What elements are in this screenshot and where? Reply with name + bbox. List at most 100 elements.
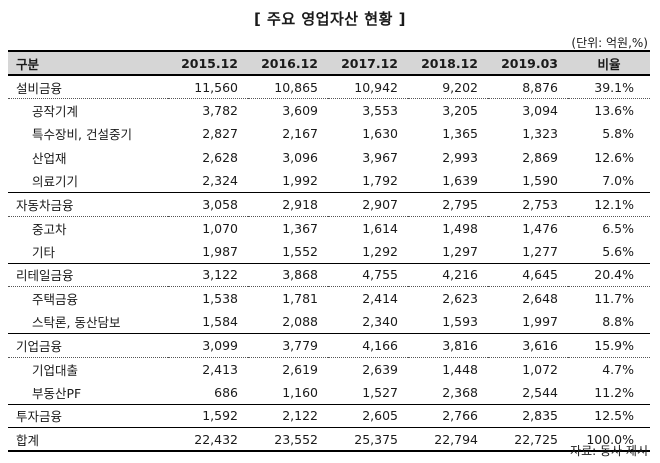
cell: 1,365 [442, 126, 478, 142]
row-label: 주택금융 [32, 292, 79, 307]
cell: 1,323 [522, 126, 558, 142]
cell: 1,538 [202, 291, 238, 306]
table-row: 기업금융 3,099 3,779 4,166 3,816 3,616 15.9% [8, 333, 650, 358]
cell: 2,835 [488, 404, 568, 428]
ratio-cell: 6.5% [602, 220, 634, 236]
table-row: 특수장비, 건설중기 2,827 2,167 1,630 1,365 1,323… [8, 122, 650, 146]
cell: 2,414 [362, 291, 398, 306]
row-label: 의료기기 [8, 169, 168, 193]
cell: 1,160 [248, 380, 328, 405]
row-label: 특수장비, 건설중기 [32, 127, 132, 143]
row-label: 기업대출 [32, 362, 79, 378]
cell: 8,876 [488, 75, 568, 99]
cell: 3,096 [282, 149, 318, 165]
table-row: 부동산PF 686 1,160 1,527 2,368 2,544 11.2% [8, 380, 650, 405]
ratio-cell: 11.2% [568, 380, 650, 405]
cell: 1,552 [248, 239, 328, 264]
ratio-cell: 8.8% [568, 310, 650, 334]
cell: 1,781 [282, 291, 318, 306]
table-row: 투자금융 1,592 2,122 2,605 2,766 2,835 12.5% [8, 404, 650, 428]
table-row: 주택금융 1,538 1,781 2,414 2,623 2,648 11.7% [8, 287, 650, 311]
table-row: 자동차금융 3,058 2,918 2,907 2,795 2,753 12.1… [8, 192, 650, 217]
cell: 4,755 [328, 263, 408, 287]
cell: 1,367 [282, 220, 318, 236]
cell: 3,779 [248, 333, 328, 358]
cell: 11,560 [168, 75, 248, 99]
cell: 4,216 [408, 263, 488, 287]
ratio-cell: 11.7% [594, 291, 634, 306]
header-row: 구분 2015.12 2016.12 2017.12 2018.12 2019.… [8, 50, 650, 76]
cell: 1,476 [522, 220, 558, 236]
cell: 3,205 [442, 103, 478, 118]
cell: 4,645 [488, 263, 568, 287]
header-2018-12: 2018.12 [408, 50, 488, 76]
header-2015-12: 2015.12 [168, 50, 248, 76]
cell: 2,122 [248, 404, 328, 428]
table-row: 의료기기 2,324 1,992 1,792 1,639 1,590 7.0% [8, 169, 650, 193]
cell: 1,639 [408, 169, 488, 193]
cell: 2,413 [202, 361, 238, 377]
table-row: 중고차 1,070 1,367 1,614 1,498 1,476 6.5% [8, 216, 650, 240]
row-label: 자동차금융 [8, 192, 168, 217]
cell: 1,590 [488, 169, 568, 193]
cell: 1,987 [168, 239, 248, 264]
row-label: 스탁론, 동산담보 [8, 310, 168, 334]
cell: 1,297 [408, 239, 488, 264]
cell: 2,340 [328, 310, 408, 334]
row-label: 기업금융 [8, 333, 168, 358]
cell: 1,292 [328, 239, 408, 264]
cell: 1,593 [408, 310, 488, 334]
ratio-cell: 20.4% [568, 263, 650, 287]
cell: 2,918 [248, 192, 328, 217]
table-row: 기업대출 2,413 2,619 2,639 1,448 1,072 4.7% [8, 357, 650, 381]
cell: 2,088 [248, 310, 328, 334]
cell: 25,375 [328, 427, 408, 452]
cell: 3,616 [488, 333, 568, 358]
cell: 2,907 [328, 192, 408, 217]
cell: 22,432 [168, 427, 248, 452]
cell: 2,766 [408, 404, 488, 428]
cell: 3,868 [248, 263, 328, 287]
row-label: 합계 [8, 427, 168, 452]
ratio-cell: 12.6% [594, 149, 634, 165]
ratio-cell: 12.5% [568, 404, 650, 428]
cell: 1,448 [442, 361, 478, 377]
table-row: 스탁론, 동산담보 1,584 2,088 2,340 1,593 1,997 … [8, 310, 650, 334]
table-title: [ 주요 영업자산 현황 ] [253, 10, 406, 28]
row-label: 투자금융 [8, 404, 168, 428]
ratio-cell: 15.9% [568, 333, 650, 358]
cell: 1,630 [362, 126, 398, 142]
cell: 9,202 [408, 75, 488, 99]
table-row: 기타 1,987 1,552 1,292 1,297 1,277 5.6% [8, 239, 650, 264]
row-label: 부동산PF [8, 380, 168, 405]
cell: 2,795 [408, 192, 488, 217]
cell: 2,368 [408, 380, 488, 405]
cell: 2,827 [202, 126, 238, 142]
cell: 3,967 [362, 149, 398, 165]
header-category: 구분 [8, 50, 168, 76]
asset-table: 구분 2015.12 2016.12 2017.12 2018.12 2019.… [8, 50, 650, 452]
row-label: 중고차 [32, 221, 67, 237]
cell: 3,609 [282, 103, 318, 118]
cell: 2,648 [522, 291, 558, 306]
cell: 2,623 [442, 291, 478, 306]
cell: 1,072 [522, 361, 558, 377]
cell: 1,992 [248, 169, 328, 193]
cell: 2,605 [328, 404, 408, 428]
cell: 2,639 [362, 361, 398, 377]
cell: 1,277 [488, 239, 568, 264]
cell: 10,865 [248, 75, 328, 99]
row-label: 산업재 [32, 150, 67, 166]
cell: 2,993 [442, 149, 478, 165]
ratio-cell: 5.6% [568, 239, 650, 264]
ratio-cell: 5.8% [602, 126, 634, 142]
cell: 22,794 [408, 427, 488, 452]
header-2019-03: 2019.03 [488, 50, 568, 76]
table-row: 설비금융 11,560 10,865 10,942 9,202 8,876 39… [8, 75, 650, 99]
cell: 1,070 [202, 220, 238, 236]
row-label: 설비금융 [8, 75, 168, 99]
cell: 2,753 [488, 192, 568, 217]
cell: 23,552 [248, 427, 328, 452]
cell: 10,942 [328, 75, 408, 99]
cell: 1,584 [168, 310, 248, 334]
